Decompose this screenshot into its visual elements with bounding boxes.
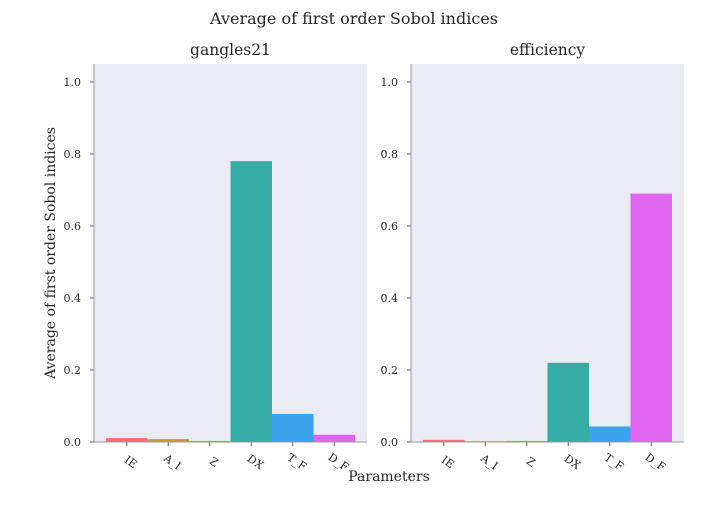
y-tick-label: 1.0 [64, 76, 82, 89]
y-tick-label: 0.8 [381, 148, 399, 161]
bar-D_F [630, 193, 672, 442]
x-tick-label-DX: DX [562, 452, 583, 472]
y-tick-label: 0.2 [381, 364, 399, 377]
bar-T_F [272, 413, 314, 442]
bar-DX [547, 362, 589, 442]
bar-A_I [147, 439, 189, 442]
x-tick-label-DX: DX [245, 452, 266, 472]
y-tick-label: 0.6 [64, 220, 82, 233]
y-tick-label: 1.0 [381, 76, 399, 89]
x-tick-label-Z: Z [524, 455, 538, 470]
bar-D_F [313, 434, 355, 442]
bar-IE [423, 439, 465, 442]
y-tick-label: 0.2 [64, 364, 82, 377]
chart-panel-efficiency: efficiency IE A_I Z DX T_F D_F 0.0 0.2 0.4 0.6 0.8 1… [381, 41, 684, 474]
y-axis-label: Average of first order Sobol indices [43, 127, 59, 380]
bar-T_F [589, 426, 631, 442]
bar-DX [230, 161, 272, 442]
x-tick-label-T_F: T_F [602, 451, 627, 474]
x-tick-label-A_I: A_I [160, 451, 183, 472]
x-tick-label-Z: Z [207, 455, 221, 470]
bar-Z [189, 440, 231, 442]
x-axis-label: Parameters [348, 469, 430, 485]
y-tick-label: 0.0 [381, 436, 399, 449]
y-tick-label: 0.6 [381, 220, 399, 233]
x-tick-label-A_I: A_I [477, 451, 500, 472]
x-tick-label-D_F: D_F [643, 451, 669, 474]
subplot-title: efficiency [510, 41, 586, 59]
y-tick-label: 0.4 [381, 292, 399, 305]
subplot-title: gangles21 [190, 41, 271, 59]
bar-IE [106, 438, 148, 442]
x-tick-label-IE: IE [122, 453, 140, 471]
x-tick-label-T_F: T_F [285, 451, 310, 474]
bar-Z [506, 440, 548, 442]
y-tick-label: 0.8 [64, 148, 82, 161]
y-tick-label: 0.4 [64, 292, 82, 305]
figure-title: Average of first order Sobol indices [209, 9, 498, 28]
x-tick-label-IE: IE [439, 453, 457, 471]
y-tick-label: 0.0 [64, 436, 82, 449]
